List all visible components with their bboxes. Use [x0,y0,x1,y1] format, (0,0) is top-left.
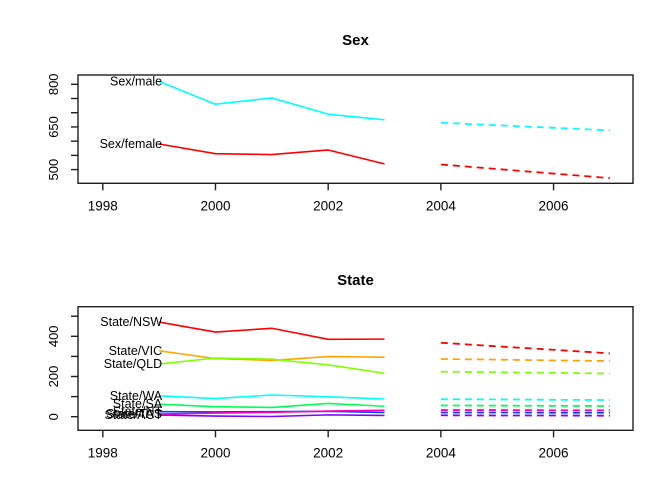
series-line-state-qld [159,357,385,375]
x-tick-label: 2002 [313,445,343,460]
y-tick-label: 0 [46,413,61,420]
series-label-state-act: State/ACT [104,408,162,422]
y-tick-label: 650 [46,116,61,138]
series-label-sex-female: Sex/female [100,137,163,151]
plot-box [77,74,634,185]
series-forecast-state-nsw [440,341,610,355]
y-tick-label: 500 [46,159,61,181]
series-line-state-vic [159,349,385,362]
x-tick-label: 2004 [426,198,457,213]
plot-box [77,305,634,431]
series-line-sex-female [159,143,385,165]
series-forecast-state-qld [440,370,610,375]
series-label-state-nt: State/NT [113,405,163,419]
x-tick-label: 2002 [313,198,343,213]
series-label-sex-male: Sex/male [110,74,162,88]
series-forecast-state-wa [440,398,610,401]
series-line-state-sa [159,402,385,409]
x-tick-label: 2000 [200,198,230,213]
y-tick-label: 400 [46,325,61,347]
series-forecast-sex-male [440,121,610,132]
series-label-state-tas: State/TAS [106,407,162,421]
y-tick-label: 200 [46,366,61,388]
series-line-sex-male [158,80,385,121]
series-label-state-nsw: State/NSW [100,315,162,329]
series-forecast-state-vic [440,358,610,362]
sex-chart: Sex 500 650 800 1998 2000 2002 2004 2006 Sex/male… [46,32,634,213]
series-line-state-tas [159,409,385,415]
x-tick-label: 2006 [539,445,569,460]
series-line-state-wa [159,394,385,400]
series-line-state-nsw [158,321,385,341]
chart-title: Sex [342,32,369,49]
series-label-state-qld: State/QLD [104,357,162,371]
y-tick-label: 800 [46,73,61,95]
series-label-state-wa: State/WA [110,389,163,403]
series-forecast-state-sa [440,404,610,407]
series-forecast-sex-female [440,163,610,180]
chart-title: State [337,272,374,289]
series-line-state-act [159,414,385,418]
x-tick-label: 2006 [539,198,569,213]
x-tick-label: 2004 [426,445,457,460]
state-chart: State 0 200 400 1998 2000 2002 2004 2006 State/NS… [46,272,634,460]
series-label-state-sa: State/SA [113,397,163,411]
x-tick-label: 1998 [88,198,118,213]
x-tick-label: 2000 [200,445,230,460]
series-label-state-vic: State/VIC [109,344,163,358]
x-tick-label: 1998 [88,445,118,460]
